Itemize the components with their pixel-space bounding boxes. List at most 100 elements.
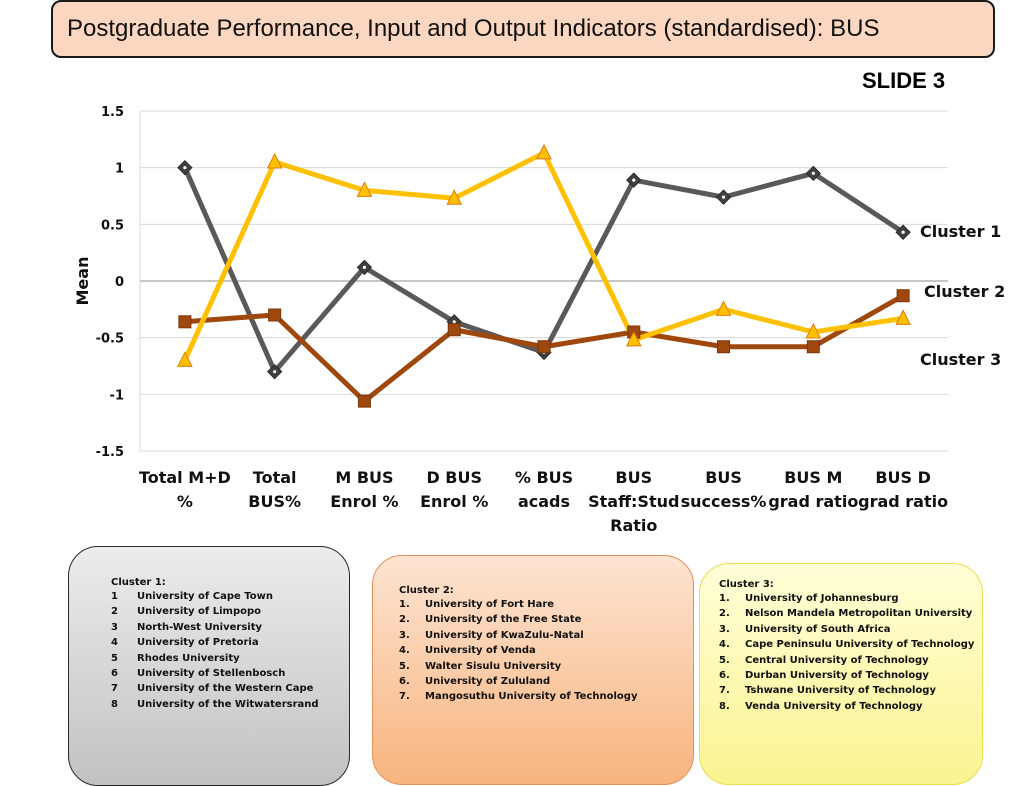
- university-list-item: 6 University of Stellenbosch: [111, 666, 339, 681]
- list-item-number: 5: [111, 652, 118, 664]
- list-item-number: 2: [111, 606, 118, 618]
- university-name: University of Johannesburg: [745, 593, 899, 604]
- university-name: Venda University of Technology: [745, 700, 923, 712]
- university-name: University of Fort Hare: [425, 599, 555, 610]
- cluster-2-point: [268, 308, 282, 322]
- university-list-item: 6. University of Zululand: [399, 674, 683, 689]
- university-name: Walter Sisulu University: [425, 660, 562, 672]
- cluster-1-box: Cluster 1: 1 University of Cape Town 2 Univ…: [68, 546, 350, 786]
- university-list-item: 1. University of Johannesburg: [719, 591, 974, 606]
- university-name: University of Stellenbosch: [137, 667, 286, 679]
- x-tick-label: BUS%: [248, 492, 301, 511]
- university-list-item: 7 University of the Western Cape: [111, 681, 339, 696]
- cluster-2-point: [447, 323, 461, 337]
- list-item-number: 6: [111, 667, 118, 679]
- cluster-3-point: [536, 143, 552, 160]
- legend-label-cluster-2: Cluster 2: [924, 282, 1005, 301]
- cluster-university-list: 1 University of Cape Town 2 University of L…: [111, 589, 339, 712]
- university-name: Mangosuthu University of Technology: [425, 691, 638, 703]
- list-item-number: 5.: [399, 660, 410, 672]
- x-tick-label: BUS: [615, 468, 652, 487]
- x-tick-label: BUS: [705, 468, 742, 487]
- cluster-2-box: Cluster 2: 1. University of Fort Hare 2. Un…: [372, 555, 694, 785]
- x-tick-label: Enrol %: [330, 492, 398, 511]
- x-tick-label: %: [177, 492, 193, 511]
- cluster-3-box: Cluster 3: 1. University of Johannesburg 2…: [699, 563, 983, 785]
- list-item-number: 2.: [399, 614, 410, 626]
- university-name: North-West University: [137, 621, 263, 633]
- cluster-2-point: [537, 340, 551, 354]
- cluster-heading: Cluster 3:: [719, 579, 774, 590]
- university-list-item: 5. Walter Sisulu University: [399, 659, 683, 674]
- cluster-3-point: [715, 300, 732, 316]
- university-list-item: 4 University of Pretoria: [111, 635, 339, 650]
- cluster-1-point-center: [362, 265, 367, 269]
- slide-title: Postgraduate Performance, Input and Outp…: [67, 15, 880, 42]
- university-name: Nelson Mandela Metropolitan University: [745, 608, 973, 620]
- x-tick-label: success%: [681, 492, 767, 511]
- university-name: University of Zululand: [425, 675, 551, 687]
- university-name: University of the Free State: [425, 614, 582, 626]
- cluster-1-point-center: [721, 195, 726, 199]
- list-item-number: 1: [111, 591, 118, 602]
- x-tick-label: acads: [518, 492, 570, 511]
- university-name: Tshwane University of Technology: [745, 685, 936, 697]
- x-tick-label: BUS M: [784, 468, 842, 487]
- list-item-number: 2.: [719, 608, 730, 620]
- cluster-heading: Cluster 1:: [111, 577, 166, 588]
- x-tick-label: Total M+D: [139, 468, 231, 487]
- cluster-3-point: [177, 351, 193, 367]
- list-item-number: 3.: [719, 623, 730, 635]
- university-list-item: 3. University of South Africa: [719, 622, 974, 637]
- cluster-3-point: [625, 330, 642, 347]
- legend-label-cluster-3: Cluster 3: [920, 350, 1001, 369]
- cluster-3-point: [895, 309, 911, 325]
- x-tick-label: grad ratio: [768, 492, 858, 511]
- cluster-1-point-center: [452, 320, 456, 324]
- university-list-item: 7. Tshwane University of Technology: [719, 683, 974, 698]
- x-tick-label: Total: [253, 468, 297, 487]
- list-item-number: 4: [111, 637, 118, 649]
- list-item-number: 7.: [719, 685, 730, 697]
- cluster-1-point-center: [811, 171, 815, 175]
- university-list-item: 7. Mangosuthu University of Technology: [399, 689, 683, 704]
- cluster-2-point: [357, 394, 371, 408]
- cluster-university-list: 1. University of Fort Hare 2. University of…: [399, 597, 683, 705]
- university-name: University of South Africa: [745, 623, 891, 635]
- university-list-item: 3. University of KwaZulu-Natal: [399, 628, 683, 643]
- x-tick-label: M BUS: [335, 468, 393, 487]
- cluster-3-point: [266, 152, 283, 169]
- list-item-number: 8.: [719, 700, 730, 712]
- list-item-number: 3: [111, 621, 118, 633]
- list-item-number: 6.: [399, 675, 410, 687]
- cluster-heading: Cluster 2:: [399, 585, 454, 596]
- university-name: University of the Witwatersrand: [137, 698, 319, 710]
- cluster-2-point: [806, 340, 820, 354]
- cluster-1-point-center: [901, 230, 905, 234]
- x-tick-label: % BUS: [515, 468, 573, 487]
- cluster-2-point: [717, 340, 731, 354]
- cluster-2-point: [178, 315, 192, 329]
- university-list-item: 6. Durban University of Technology: [719, 668, 974, 683]
- slide-title-box: Postgraduate Performance, Input and Outp…: [51, 0, 995, 58]
- list-item-number: 4.: [399, 645, 410, 657]
- cluster-1-point-center: [632, 178, 636, 182]
- line-chart: 1.5 1 0.5 0 -0.5 -1 -1.5 Mean Total M+D% Total BUS…: [73, 105, 1005, 535]
- x-tick-label: Ratio: [610, 516, 657, 535]
- university-list-item: 1 University of Cape Town: [111, 589, 339, 604]
- cluster-3-point: [356, 181, 373, 197]
- list-item-number: 6.: [719, 669, 730, 681]
- cluster-2-point: [896, 289, 910, 303]
- university-name: University of KwaZulu-Natal: [425, 629, 584, 641]
- x-tick-label: BUS D: [875, 468, 931, 487]
- university-list-item: 5 Rhodes University: [111, 651, 339, 666]
- cluster-university-list: 1. University of Johannesburg 2. Nelson Man…: [719, 591, 974, 714]
- university-list-item: 1. University of Fort Hare: [399, 597, 683, 612]
- x-tick-label: D BUS: [426, 468, 482, 487]
- slide-number-label: SLIDE 3: [862, 68, 946, 93]
- y-tick-label: 0.5: [101, 218, 124, 233]
- university-list-item: 4. Cape Peninsulu University of Technolog…: [719, 637, 974, 652]
- university-name: Durban University of Technology: [745, 669, 929, 681]
- university-name: University of Limpopo: [137, 606, 262, 618]
- y-tick-label: -0.5: [96, 332, 124, 347]
